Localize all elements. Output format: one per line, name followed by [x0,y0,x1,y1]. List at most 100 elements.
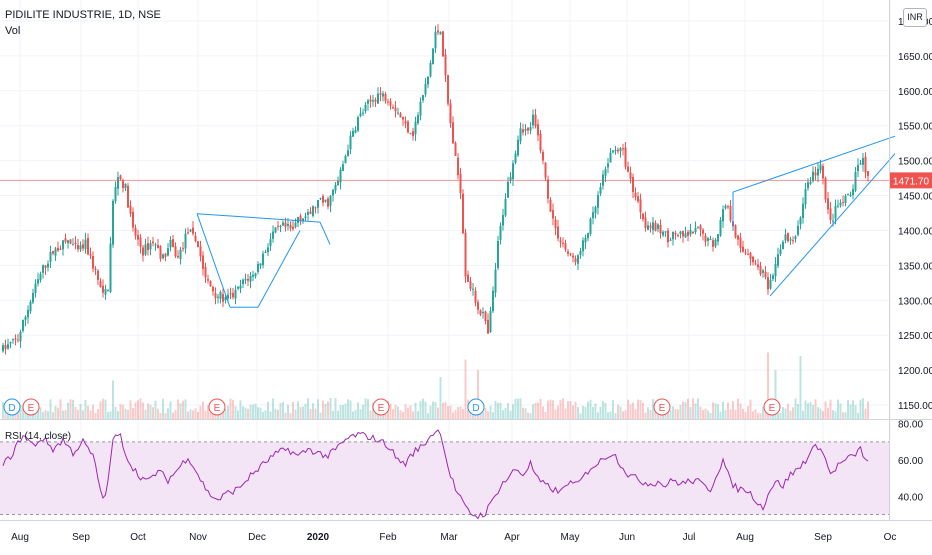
volume-bar [287,404,289,419]
volume-bar [447,406,449,419]
candle-body [434,31,437,49]
volume-bar [539,398,542,419]
candle-body [849,195,852,197]
candle-body [377,93,379,104]
candle-body [714,239,717,247]
trendline-wedge-top [732,135,896,193]
volume-bar [39,407,42,419]
volume-bar [484,407,487,419]
candle-body [799,217,802,225]
volume-bar [834,411,837,419]
candle-body [157,245,159,248]
candle-body [159,246,162,259]
candle-body [232,292,234,298]
volume-bar [649,409,652,419]
candle-body [29,301,32,312]
rsi-legend[interactable]: RSI (14, close) [5,431,72,442]
candle-body [174,246,177,257]
candle-body [329,195,332,206]
volume-bar [122,404,124,419]
volume-bar [392,409,394,419]
candle-body [34,283,37,294]
volume-bar [129,400,132,419]
price-tick-label: 1150.00 [898,401,932,412]
volume-bar [92,404,94,419]
candle-body [852,189,854,196]
volume-bar [292,401,294,419]
volume-legend[interactable]: Vol [5,25,21,37]
volume-bar [272,398,274,419]
trendline-wedge-bottom [769,153,896,297]
candle-body [807,182,809,189]
candle-body [794,236,797,240]
candle-body [674,232,677,235]
volume-bar [779,412,782,419]
volume-bar [737,398,739,419]
marker-label: E [214,403,221,414]
candle-body [499,225,502,240]
candle-body [659,224,662,234]
price-tick-label: 1450.00 [898,192,932,203]
rsi-tick-label: 40.00 [898,492,923,503]
volume-bar [284,412,287,419]
price-tick-label: 1200.00 [898,366,932,377]
candle-body [279,226,282,228]
time-tick-label: 2020 [307,532,330,543]
candle-body [194,235,197,242]
volume-bar [449,405,452,419]
time-tick-label: Nov [189,532,207,543]
volume-bar [572,405,574,419]
volume-bar [739,403,742,419]
volume-bar [802,410,804,419]
volume-bar [409,405,412,419]
volume-bar [442,402,444,419]
volume-bar [139,398,142,419]
candle-body [212,286,214,292]
candle-body [812,171,814,182]
volume-bar [759,413,762,419]
last-price-layer: 1471.70 [0,172,932,189]
candle-body [394,107,397,112]
volume-bar [412,411,414,419]
candle-body [649,225,652,228]
volume-bar [289,413,292,419]
volume-bar [864,408,867,419]
volume-bar [697,398,699,419]
candle-body [692,231,694,234]
candle-body [629,172,632,179]
volume-bar [249,404,252,419]
candle-body [87,237,89,255]
candle-body [497,240,499,268]
candle-body [734,225,737,238]
volume-bar [142,402,144,419]
candle-body [847,194,849,196]
volume-bar [274,408,277,419]
marker-label: E [769,403,776,414]
last-price-tag [890,172,932,189]
candle-body [772,275,774,280]
candle-body [504,199,507,216]
volume-bar [814,399,817,419]
candle-body [864,156,867,173]
candle-body [144,244,147,255]
volume-bar [509,410,512,419]
volume-bar [742,408,744,419]
symbol-title[interactable]: PIDILITE INDUSTRIE, 1D, NSE [5,9,161,21]
candle-body [172,239,174,247]
trendline-tail-triangle [319,221,331,245]
volume-bar [69,399,72,419]
candle-body [287,224,289,226]
candle-body [107,289,109,291]
volume-bar [254,403,257,419]
candle-body [519,128,522,142]
time-tick-label: Mar [440,532,458,543]
candle-body [324,199,327,202]
candle-body [109,243,112,292]
candle-body [77,245,79,250]
volume-bar [89,410,92,419]
volume-bar [629,404,632,419]
candle-body [804,188,807,205]
currency-badge[interactable]: INR [903,8,927,27]
volume-bar [67,402,69,419]
volume-bar [594,403,597,419]
